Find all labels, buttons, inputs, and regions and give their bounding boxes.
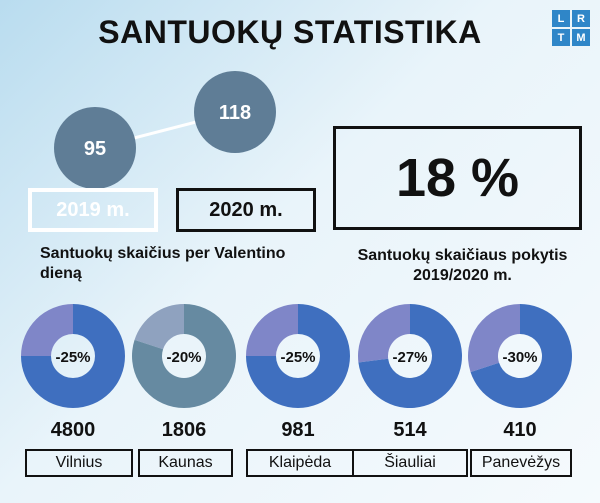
donut-segment-change — [21, 304, 73, 356]
city-count: 410 — [503, 419, 537, 441]
donut-segment-remaining — [21, 304, 125, 408]
bubble-2019 — [54, 107, 136, 189]
city-count: 514 — [393, 419, 427, 441]
city-label-box: Panevėžys — [470, 449, 572, 477]
change-caption-line1: Santuokų skaičiaus pokytis — [357, 247, 568, 264]
city-count: 4800 — [50, 419, 96, 441]
city-count: 981 — [281, 419, 315, 441]
donut-segment-remaining — [246, 304, 350, 408]
donut-segment-change — [134, 304, 184, 350]
donut-change-label: -25% — [55, 349, 90, 366]
city-label-box: Klaipėda — [246, 449, 354, 477]
logo-letter: M — [572, 29, 590, 46]
percent-change-box: 18 % — [333, 126, 582, 230]
bubble-2020-value: 118 — [219, 102, 251, 124]
change-caption: Santuokų skaičiaus pokytis 2019/2020 m. — [330, 246, 595, 286]
logo-letter: T — [552, 29, 570, 46]
logo-letter: L — [552, 10, 570, 27]
lrt-logo: L R T M — [552, 10, 590, 46]
bubble-2020 — [194, 71, 276, 153]
valentine-bubbles: 95 118 — [54, 71, 276, 189]
logo-letter: R — [572, 10, 590, 27]
valentine-caption: Santuokų skaičius per Valentino dieną — [40, 245, 286, 282]
donut-change-label: -25% — [280, 349, 315, 366]
city-label-box: Kaunas — [138, 449, 233, 477]
donut-change-label: -20% — [166, 349, 201, 366]
donut-change-label: -27% — [392, 349, 427, 366]
donut-segment-change — [468, 304, 520, 373]
change-caption-line2: 2019/2020 m. — [413, 267, 512, 284]
year-2020-box: 2020 m. — [176, 188, 316, 232]
city-count: 1806 — [161, 419, 207, 441]
donut-segment-remaining — [470, 304, 573, 409]
donut-change-label: -30% — [502, 349, 537, 366]
donut-segment-remaining — [358, 304, 462, 408]
donut-segment-change — [358, 304, 410, 363]
donut-segment-remaining — [132, 304, 237, 408]
city-label-box: Vilnius — [25, 449, 133, 477]
city-label-box: Šiauliai — [352, 449, 468, 477]
donut-segment-change — [246, 304, 298, 356]
year-2019-box: 2019 m. — [28, 188, 158, 232]
page-title: SANTUOKŲ STATISTIKA — [98, 14, 482, 50]
bubble-2019-value: 95 — [84, 138, 106, 160]
